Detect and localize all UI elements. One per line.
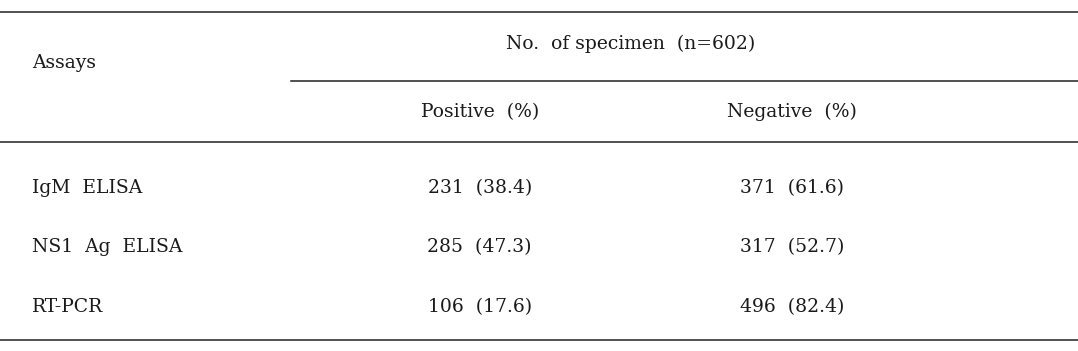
Text: NS1  Ag  ELISA: NS1 Ag ELISA bbox=[32, 238, 182, 257]
Text: Negative  (%): Negative (%) bbox=[728, 103, 857, 121]
Text: 496  (82.4): 496 (82.4) bbox=[741, 298, 844, 316]
Text: Positive  (%): Positive (%) bbox=[420, 103, 539, 121]
Text: Assays: Assays bbox=[32, 54, 96, 72]
Text: No.  of specimen  (n=602): No. of specimen (n=602) bbox=[506, 35, 756, 53]
Text: 231  (38.4): 231 (38.4) bbox=[428, 179, 531, 197]
Text: 371  (61.6): 371 (61.6) bbox=[741, 179, 844, 197]
Text: IgM  ELISA: IgM ELISA bbox=[32, 179, 142, 197]
Text: 285  (47.3): 285 (47.3) bbox=[428, 238, 531, 257]
Text: 317  (52.7): 317 (52.7) bbox=[741, 238, 844, 257]
Text: RT-PCR: RT-PCR bbox=[32, 298, 103, 316]
Text: 106  (17.6): 106 (17.6) bbox=[428, 298, 531, 316]
